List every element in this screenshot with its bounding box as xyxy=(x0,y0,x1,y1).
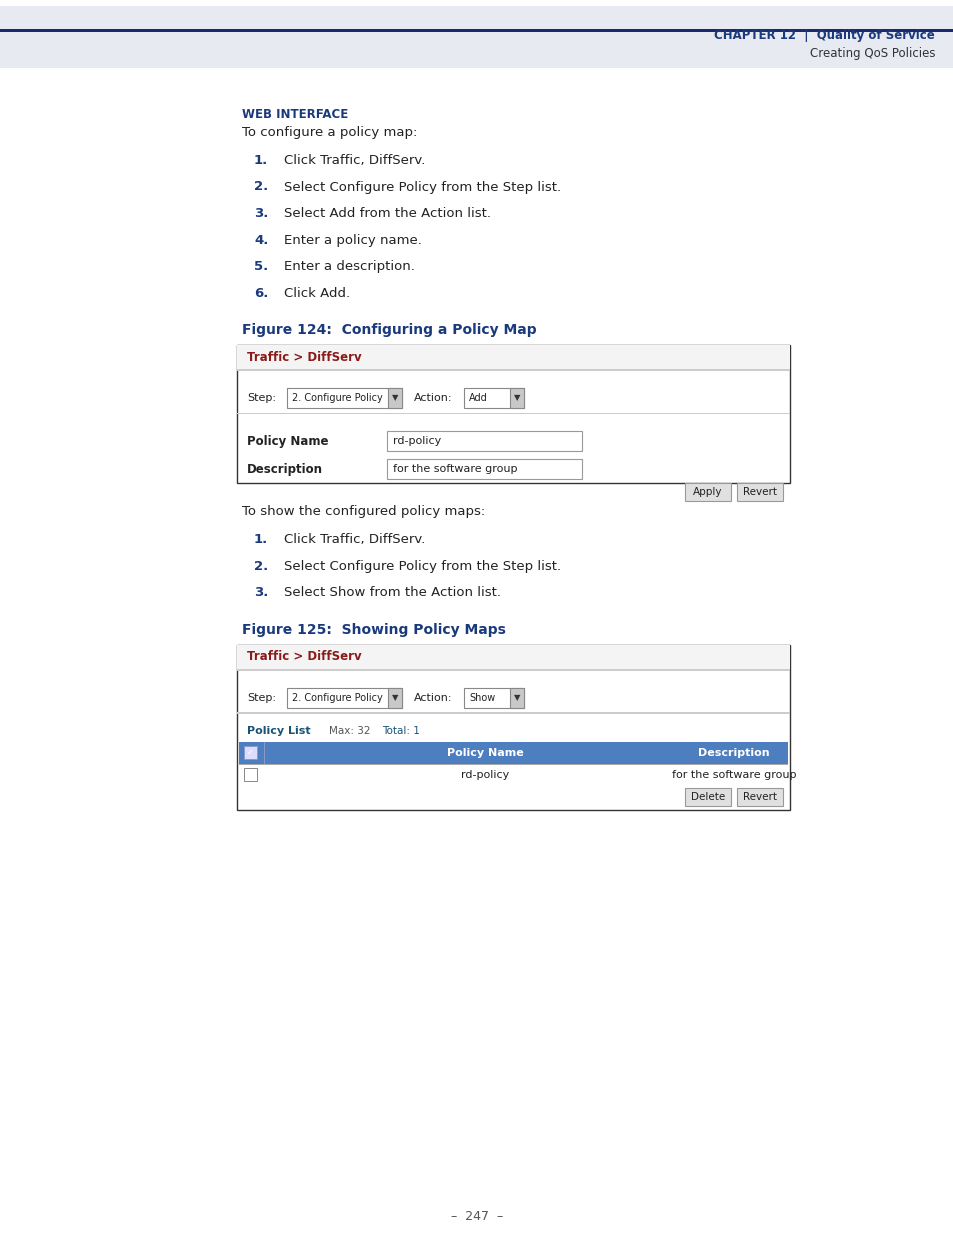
Text: Apply: Apply xyxy=(693,487,722,496)
Text: 3.: 3. xyxy=(253,585,268,599)
Text: Step:: Step: xyxy=(247,393,275,403)
Bar xyxy=(387,459,581,479)
Text: Traffic > DiffServ: Traffic > DiffServ xyxy=(247,351,361,363)
Text: ▼: ▼ xyxy=(392,394,397,403)
Bar xyxy=(236,645,789,809)
Text: Description: Description xyxy=(698,747,769,757)
Text: ✓: ✓ xyxy=(247,748,253,757)
Text: Enter a description.: Enter a description. xyxy=(284,261,415,273)
Bar xyxy=(737,483,782,501)
Text: 2. Configure Policy: 2. Configure Policy xyxy=(292,393,382,403)
Text: Select Configure Policy from the Step list.: Select Configure Policy from the Step li… xyxy=(284,180,560,194)
Text: Description: Description xyxy=(247,462,323,475)
Text: Select Configure Policy from the Step list.: Select Configure Policy from the Step li… xyxy=(284,559,560,573)
Bar xyxy=(244,746,256,760)
Bar xyxy=(264,741,265,763)
Text: 5.: 5. xyxy=(253,261,268,273)
Text: Add: Add xyxy=(469,393,487,403)
Bar xyxy=(0,6,953,68)
Text: Traffic > DiffServ: Traffic > DiffServ xyxy=(247,650,361,663)
Text: 2.: 2. xyxy=(253,180,268,194)
Text: Total: 1: Total: 1 xyxy=(381,726,419,736)
Text: ▼: ▼ xyxy=(392,693,397,701)
Text: for the software group: for the software group xyxy=(671,769,796,779)
Text: Policy List: Policy List xyxy=(247,726,311,736)
Text: WEB INTERFACE: WEB INTERFACE xyxy=(242,107,348,121)
Bar xyxy=(684,483,730,501)
Bar xyxy=(236,345,789,483)
Bar xyxy=(287,688,401,708)
Text: Step:: Step: xyxy=(247,693,275,703)
Bar xyxy=(236,645,789,668)
Bar xyxy=(236,713,789,714)
Text: Show: Show xyxy=(469,693,495,703)
Text: Policy Name: Policy Name xyxy=(446,747,523,757)
Text: Enter a policy name.: Enter a policy name. xyxy=(284,233,421,247)
Text: 4.: 4. xyxy=(253,233,268,247)
Text: for the software group: for the software group xyxy=(393,464,517,474)
Text: rd-policy: rd-policy xyxy=(393,436,441,446)
Text: To configure a policy map:: To configure a policy map: xyxy=(242,126,417,140)
Bar xyxy=(463,388,523,408)
Text: rd-policy: rd-policy xyxy=(460,769,509,779)
Bar xyxy=(236,345,789,369)
Text: Select Add from the Action list.: Select Add from the Action list. xyxy=(284,207,491,220)
Bar xyxy=(388,388,401,408)
Text: Max: 32: Max: 32 xyxy=(329,726,370,736)
Text: 1.: 1. xyxy=(253,534,268,546)
Bar xyxy=(684,788,730,805)
Text: 2.: 2. xyxy=(253,559,268,573)
Bar xyxy=(0,6,953,68)
Text: Click Traffic, DiffServ.: Click Traffic, DiffServ. xyxy=(284,154,425,167)
Bar xyxy=(236,668,789,671)
Bar xyxy=(0,28,953,32)
Bar xyxy=(463,688,523,708)
Text: 3.: 3. xyxy=(253,207,268,220)
Text: Click Add.: Click Add. xyxy=(284,287,350,300)
Text: Revert: Revert xyxy=(742,487,776,496)
Bar xyxy=(239,763,787,785)
Text: 2. Configure Policy: 2. Configure Policy xyxy=(292,693,382,703)
Text: 6.: 6. xyxy=(253,287,268,300)
Text: Action:: Action: xyxy=(414,393,452,403)
Text: CHAPTER 12  |  Quality of Service: CHAPTER 12 | Quality of Service xyxy=(714,28,934,42)
Bar xyxy=(510,688,523,708)
Text: To show the configured policy maps:: To show the configured policy maps: xyxy=(242,505,485,517)
Bar xyxy=(287,388,401,408)
Bar xyxy=(737,788,782,805)
Bar xyxy=(239,741,787,763)
Text: 1.: 1. xyxy=(253,154,268,167)
Text: Creating QoS Policies: Creating QoS Policies xyxy=(809,47,934,61)
Text: Select Show from the Action list.: Select Show from the Action list. xyxy=(284,585,500,599)
Text: –  247  –: – 247 – xyxy=(451,1210,502,1224)
Text: ▼: ▼ xyxy=(514,394,519,403)
Bar xyxy=(236,369,789,370)
Text: Figure 125:  Showing Policy Maps: Figure 125: Showing Policy Maps xyxy=(242,622,505,636)
Bar xyxy=(510,388,523,408)
Text: Delete: Delete xyxy=(690,792,724,802)
Bar xyxy=(236,412,789,414)
Text: Action:: Action: xyxy=(414,693,452,703)
Text: Click Traffic, DiffServ.: Click Traffic, DiffServ. xyxy=(284,534,425,546)
Text: Figure 124:  Configuring a Policy Map: Figure 124: Configuring a Policy Map xyxy=(242,324,536,337)
Text: Policy Name: Policy Name xyxy=(247,435,328,447)
Bar xyxy=(387,431,581,451)
Bar xyxy=(388,688,401,708)
Bar xyxy=(244,768,256,781)
Text: Revert: Revert xyxy=(742,792,776,802)
Text: ▼: ▼ xyxy=(514,693,519,701)
